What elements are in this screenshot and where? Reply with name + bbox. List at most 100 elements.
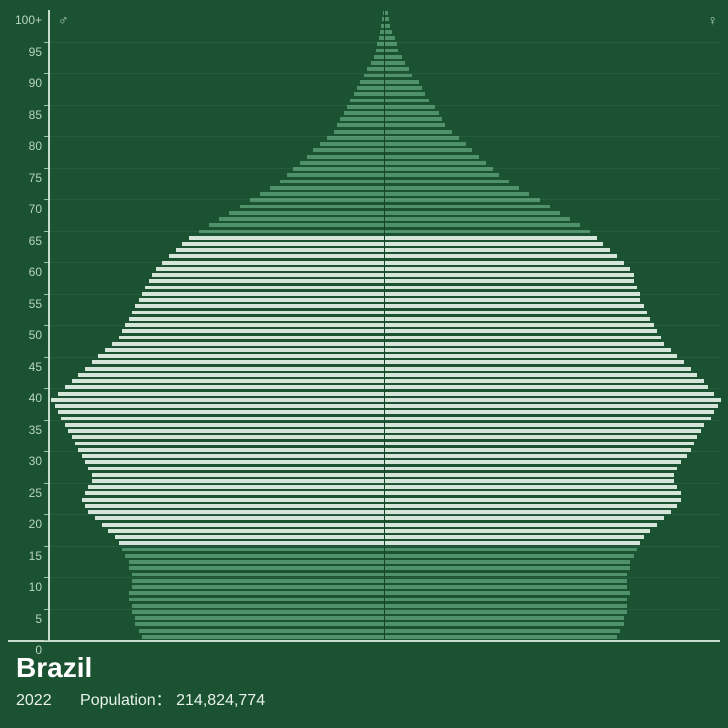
bar-female xyxy=(385,317,650,321)
bar-male xyxy=(334,130,384,134)
bar-male xyxy=(122,548,384,552)
bar-female xyxy=(385,591,630,595)
bar-female xyxy=(385,311,647,315)
bar-male xyxy=(119,336,384,340)
bar-female xyxy=(385,217,570,221)
bar-male xyxy=(156,267,384,271)
y-tick-label: 65 xyxy=(0,234,42,248)
bar-female xyxy=(385,99,429,103)
bar-female xyxy=(385,579,627,583)
bar-female xyxy=(385,180,509,184)
bar-male xyxy=(209,223,384,227)
y-tick-label: 15 xyxy=(0,549,42,563)
bar-female xyxy=(385,598,627,602)
bar-female xyxy=(385,273,634,277)
bar-male xyxy=(229,211,384,215)
y-tick-label: 60 xyxy=(0,265,42,279)
bar-male xyxy=(78,373,384,377)
bar-male xyxy=(75,442,384,446)
bar-male xyxy=(115,535,384,539)
bar-male xyxy=(383,11,384,15)
bar-female xyxy=(385,86,422,90)
bar-male xyxy=(287,173,384,177)
bar-male xyxy=(129,566,384,570)
bar-female xyxy=(385,454,687,458)
y-tick-label: 45 xyxy=(0,360,42,374)
bar-male xyxy=(371,61,384,65)
y-tick-label: 80 xyxy=(0,139,42,153)
bar-male xyxy=(72,379,384,383)
bar-female xyxy=(385,360,684,364)
bar-male xyxy=(344,111,384,115)
y-tick-label: 25 xyxy=(0,486,42,500)
bar-male xyxy=(82,454,384,458)
bar-female xyxy=(385,392,714,396)
bar-female xyxy=(385,74,412,78)
bar-female xyxy=(385,11,388,15)
y-tick-label: 75 xyxy=(0,171,42,185)
bar-female xyxy=(385,554,634,558)
bar-female xyxy=(385,242,603,246)
bar-male xyxy=(337,123,384,127)
male-icon: ♂ xyxy=(58,12,69,28)
bar-female xyxy=(385,192,529,196)
y-tick-label: 30 xyxy=(0,454,42,468)
country-name: Brazil xyxy=(16,652,718,684)
bar-female xyxy=(385,491,681,495)
bar-male xyxy=(176,248,384,252)
bar-male xyxy=(376,49,384,53)
bar-male xyxy=(65,423,384,427)
bar-male xyxy=(122,329,384,333)
bar-female xyxy=(385,298,640,302)
bar-male xyxy=(135,622,384,626)
bar-female xyxy=(385,460,681,464)
bar-male xyxy=(132,585,384,589)
bar-female xyxy=(385,42,397,46)
bar-male xyxy=(139,298,384,302)
bar-male xyxy=(129,317,384,321)
bar-male xyxy=(129,560,384,564)
bar-male xyxy=(92,360,384,364)
bar-female xyxy=(385,123,445,127)
y-tick-label: 95 xyxy=(0,45,42,59)
bar-male xyxy=(350,99,384,103)
bar-male xyxy=(92,473,384,477)
bar-male xyxy=(95,516,384,520)
y-tick-label: 70 xyxy=(0,202,42,216)
bar-female xyxy=(385,404,718,408)
bar-female xyxy=(385,504,677,508)
bar-female xyxy=(385,304,644,308)
bar-male xyxy=(68,429,384,433)
bar-female xyxy=(385,585,627,589)
bar-male xyxy=(85,504,384,508)
bar-female xyxy=(385,622,624,626)
y-tick-label: 100+ xyxy=(0,13,42,27)
bar-female xyxy=(385,49,398,53)
population-label: Population： xyxy=(80,692,172,709)
bar-female xyxy=(385,367,691,371)
female-icon: ♀ xyxy=(708,12,719,28)
bar-male xyxy=(125,554,384,558)
bar-female xyxy=(385,467,677,471)
bar-male xyxy=(58,410,384,414)
bar-female xyxy=(385,67,409,71)
bar-male xyxy=(85,367,384,371)
bar-male xyxy=(364,74,384,78)
bar-female xyxy=(385,36,395,40)
bar-female xyxy=(385,548,637,552)
year-label: 2022 xyxy=(16,692,52,709)
bar-female xyxy=(385,117,442,121)
y-tick-label: 90 xyxy=(0,76,42,90)
bar-male xyxy=(169,254,384,258)
y-tick-label: 20 xyxy=(0,517,42,531)
bar-female xyxy=(385,223,580,227)
chart-footer: Brazil 2022 Population： 214,824,774 xyxy=(16,652,718,710)
bar-male xyxy=(72,435,384,439)
bar-female xyxy=(385,498,681,502)
bar-female xyxy=(385,535,644,539)
bar-female xyxy=(385,161,486,165)
bar-female xyxy=(385,130,452,134)
bar-male xyxy=(132,610,384,614)
bar-female xyxy=(385,267,630,271)
bar-male xyxy=(88,485,384,489)
